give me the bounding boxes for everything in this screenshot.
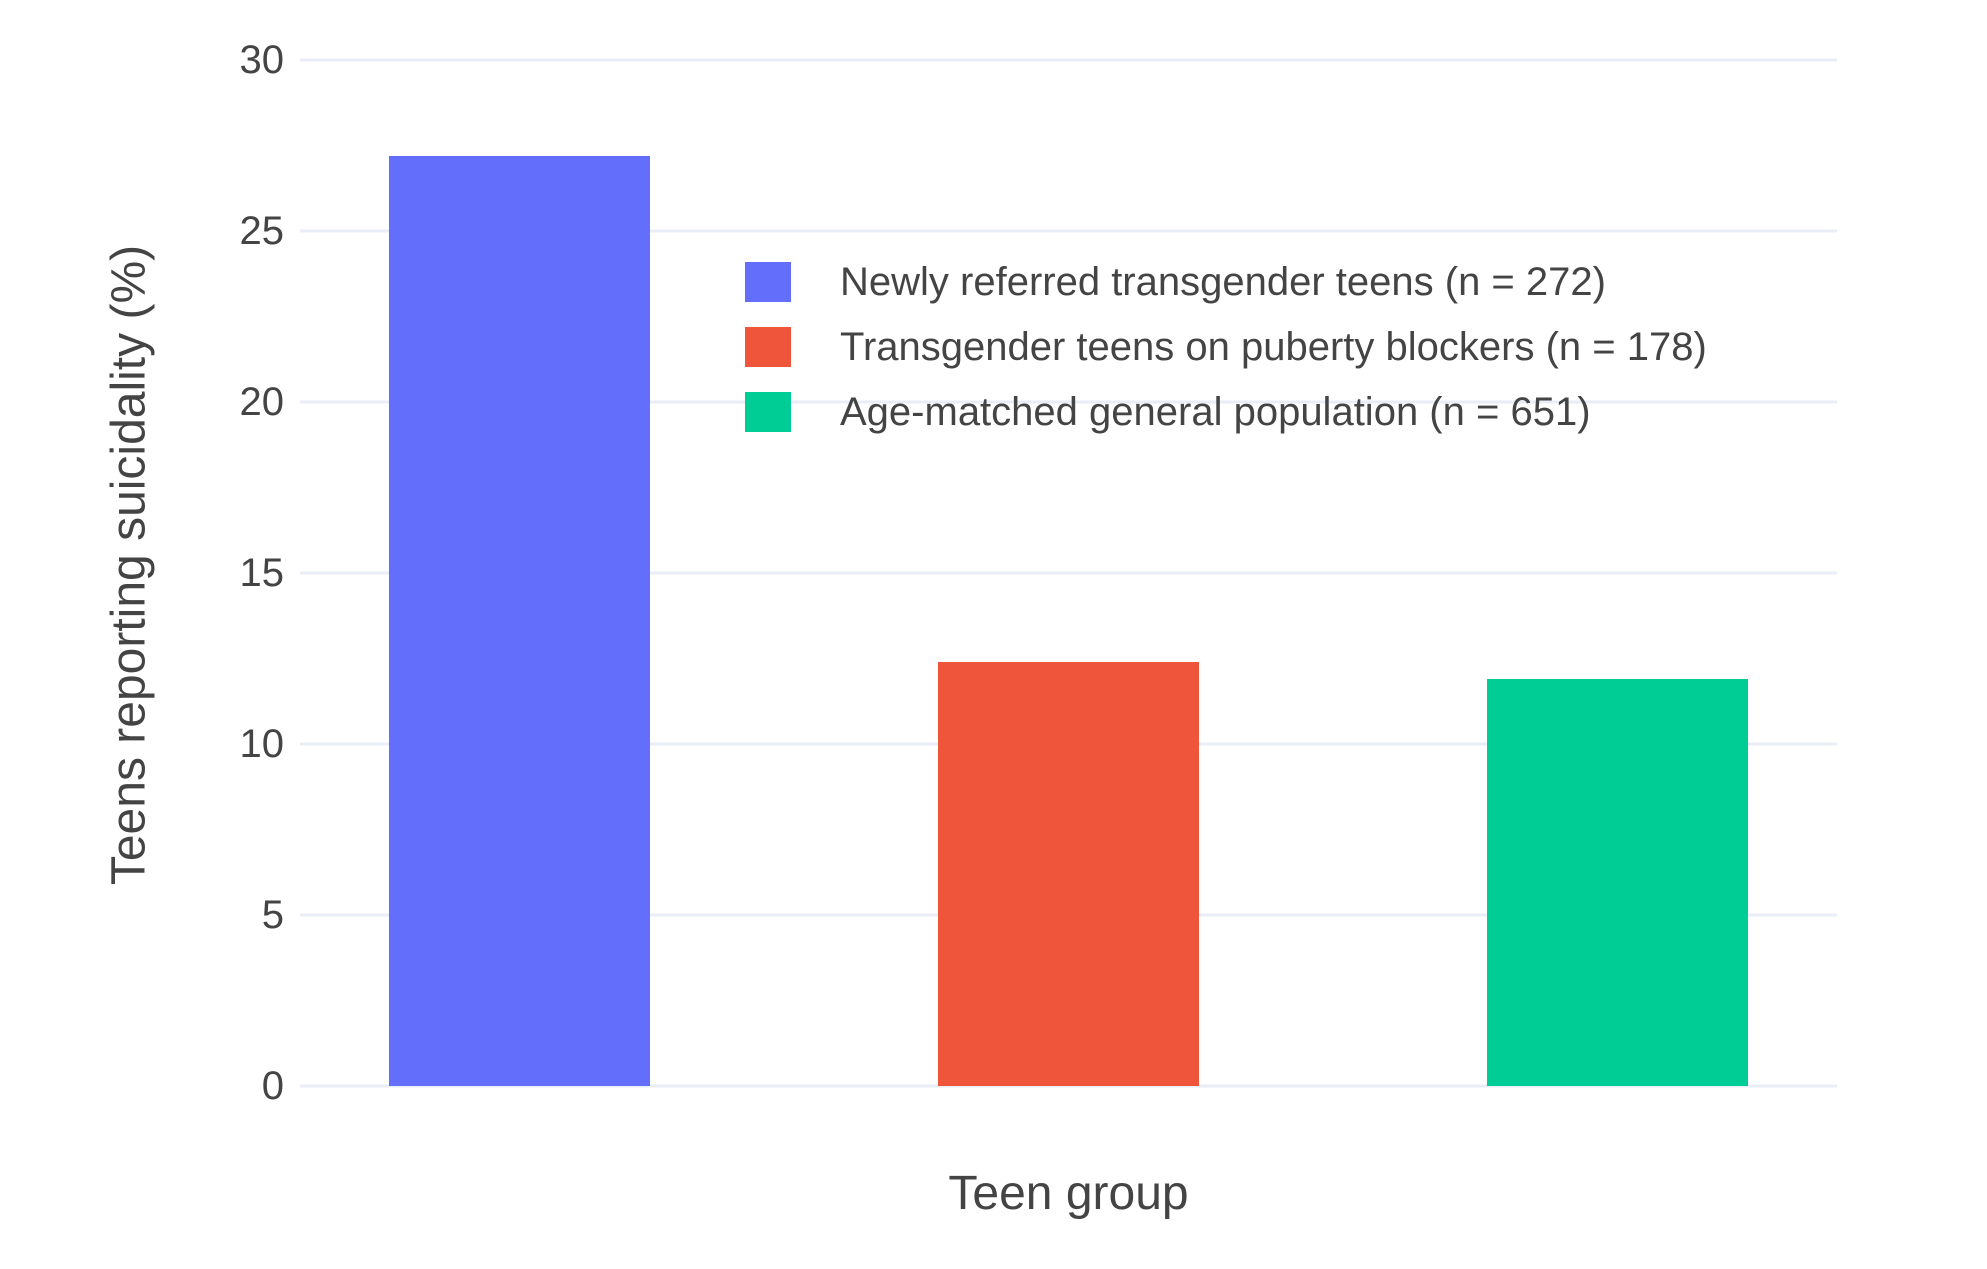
legend-swatch-icon [745, 327, 791, 367]
y-axis-title: Teens reporting suicidality (%) [102, 244, 156, 886]
bar[interactable] [938, 661, 1199, 1086]
legend-label: Age-matched general population (n = 651) [840, 390, 1591, 434]
gridline [300, 400, 1837, 404]
legend-label: Newly referred transgender teens (n = 27… [840, 260, 1606, 304]
gridline [300, 571, 1837, 575]
x-axis-title: Teen group [948, 1167, 1189, 1220]
gridline [300, 58, 1837, 62]
y-tick-label: 20 [239, 380, 285, 424]
legend-swatch-icon [745, 392, 791, 432]
gridline [300, 1084, 1837, 1088]
plot-area: 0 5 10 15 20 25 30 [240, 40, 1837, 1106]
y-tick-label: 30 [239, 38, 285, 82]
y-tick-label: 0 [261, 1064, 284, 1108]
legend: Newly referred transgender teens (n = 27… [745, 262, 1707, 432]
y-tick-label: 15 [239, 551, 285, 595]
legend-swatch-icon [745, 262, 791, 302]
gridline [300, 229, 1837, 233]
y-tick-label: 5 [261, 893, 284, 937]
legend-item[interactable]: Transgender teens on puberty blockers (n… [745, 327, 1707, 367]
y-tick-label: 10 [239, 722, 285, 766]
bar[interactable] [388, 155, 650, 1086]
legend-item[interactable]: Newly referred transgender teens (n = 27… [745, 262, 1707, 302]
legend-item[interactable]: Age-matched general population (n = 651) [745, 392, 1707, 432]
legend-label: Transgender teens on puberty blockers (n… [840, 325, 1707, 369]
y-tick-label: 25 [239, 209, 285, 253]
bar[interactable] [1487, 679, 1748, 1086]
